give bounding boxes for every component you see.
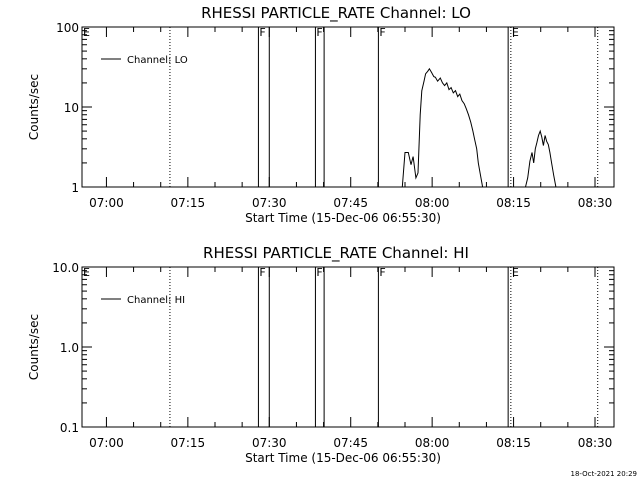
- y-tick-label: 100: [56, 21, 79, 35]
- time-marker-label: E: [512, 26, 519, 39]
- time-marker-label: F: [259, 266, 265, 279]
- x-tick-label: 08:30: [578, 436, 613, 450]
- x-tick-label: 07:30: [252, 436, 287, 450]
- x-tick-label: 08:15: [496, 196, 531, 210]
- time-marker-label: E: [512, 266, 519, 279]
- plot-frame: [81, 266, 615, 428]
- corner-marker-label: E: [83, 266, 90, 279]
- y-axis-label: Counts/sec: [27, 314, 41, 380]
- y-tick-label: 10: [64, 101, 79, 115]
- data-series-line: [401, 67, 484, 188]
- chart-panel-lo: RHESSI PARTICLE_RATE Channel: LO 1 10 100 07…: [27, 4, 615, 225]
- time-marker-label: F: [379, 26, 385, 39]
- y-tick-label: 0.1: [60, 421, 79, 435]
- x-tick-label: 07:45: [333, 196, 368, 210]
- x-tick-label: 07:30: [252, 196, 287, 210]
- chart-title: RHESSI PARTICLE_RATE Channel: HI: [203, 244, 469, 263]
- time-marker-label: F: [379, 266, 385, 279]
- time-marker-label: F: [316, 26, 322, 39]
- data-series-line: [525, 129, 557, 188]
- x-tick-label: 07:15: [171, 196, 206, 210]
- x-axis-label: Start Time (15-Dec-06 06:55:30): [245, 211, 441, 225]
- x-tick-label: 08:00: [415, 196, 450, 210]
- footer-timestamp: 18-Oct-2021 20:29: [571, 470, 637, 478]
- x-axis-label: Start Time (15-Dec-06 06:55:30): [245, 451, 441, 465]
- legend-entry: Channel: LO: [127, 55, 188, 66]
- y-tick-label: 10.0: [52, 261, 79, 275]
- x-tick-label: 07:45: [333, 436, 368, 450]
- y-axis-label: Counts/sec: [27, 74, 41, 140]
- plot-frame: [81, 26, 615, 188]
- chart-title: RHESSI PARTICLE_RATE Channel: LO: [201, 4, 471, 23]
- x-tick-label: 08:30: [578, 196, 613, 210]
- y-tick-label: 1: [71, 181, 79, 195]
- x-tick-label: 07:00: [89, 436, 124, 450]
- time-marker-label: F: [259, 26, 265, 39]
- x-tick-label: 08:00: [415, 436, 450, 450]
- x-tick-label: 07:15: [171, 436, 206, 450]
- corner-marker-label: E: [83, 26, 90, 39]
- legend-entry: Channel: HI: [127, 295, 185, 306]
- time-marker-label: F: [316, 266, 322, 279]
- x-tick-label: 07:00: [89, 196, 124, 210]
- y-tick-label: 1.0: [60, 341, 79, 355]
- chart-panel-hi: RHESSI PARTICLE_RATE Channel: HI 0.1 1.0 10…: [27, 244, 615, 465]
- x-tick-label: 08:15: [496, 436, 531, 450]
